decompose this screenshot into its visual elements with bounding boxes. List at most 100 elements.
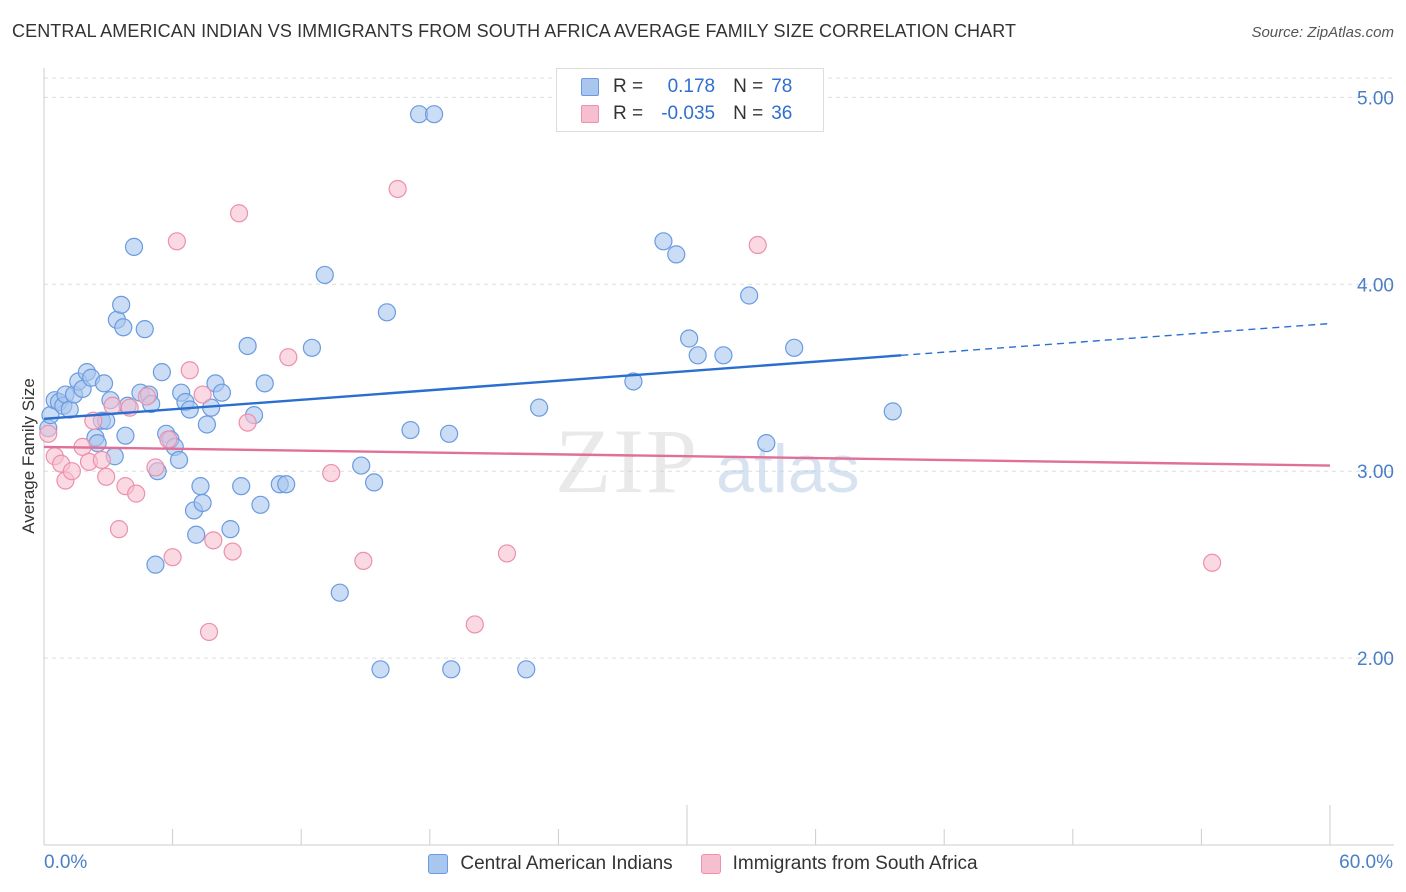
series-label-pink: Immigrants from South Africa bbox=[732, 853, 978, 874]
data-point-blue bbox=[377, 303, 397, 322]
data-point-blue bbox=[442, 660, 461, 679]
data-point-blue bbox=[439, 424, 459, 443]
source-label: Source: ZipAtlas.com bbox=[1251, 24, 1394, 41]
data-point-pink bbox=[465, 615, 484, 634]
data-point-blue bbox=[112, 295, 131, 314]
data-point-blue bbox=[364, 473, 384, 492]
data-point-blue bbox=[124, 237, 144, 257]
data-point-pink bbox=[354, 551, 373, 571]
data-point-blue bbox=[688, 346, 707, 365]
trend-line-blue bbox=[43, 354, 902, 421]
data-point-blue bbox=[212, 383, 231, 402]
data-point-blue bbox=[667, 245, 686, 264]
data-point-pink bbox=[163, 548, 182, 567]
chart-title: CENTRAL AMERICAN INDIAN VS IMMIGRANTS FR… bbox=[12, 21, 1017, 41]
data-point-blue bbox=[517, 660, 536, 679]
data-point-blue bbox=[255, 374, 274, 393]
data-point-blue bbox=[193, 493, 212, 513]
x-tick-label-min: 0.0% bbox=[44, 852, 88, 873]
data-point-pink bbox=[497, 544, 517, 563]
legend-r-value: 0.178 bbox=[667, 76, 716, 97]
data-point-pink bbox=[238, 413, 257, 432]
data-point-pink bbox=[39, 424, 58, 443]
data-point-blue bbox=[624, 372, 643, 391]
data-point-blue bbox=[238, 336, 257, 356]
legend-row-blue: R = 0.178 N = 78 bbox=[581, 74, 792, 100]
y-tick-label: 5.00 bbox=[1357, 88, 1394, 109]
watermark: ZIP atlas bbox=[555, 410, 860, 512]
data-point-blue bbox=[654, 232, 673, 251]
series-swatch-pink bbox=[700, 854, 721, 874]
series-label-blue: Central American Indians bbox=[460, 853, 673, 874]
data-point-pink bbox=[279, 348, 298, 367]
data-point-pink bbox=[229, 204, 249, 223]
data-point-blue bbox=[302, 338, 322, 357]
data-point-pink bbox=[388, 179, 407, 199]
data-point-pink bbox=[97, 467, 116, 486]
data-point-pink bbox=[137, 387, 156, 406]
data-point-blue bbox=[169, 450, 189, 470]
data-point-blue bbox=[883, 402, 902, 421]
legend-r-label: R = bbox=[613, 103, 644, 124]
data-point-pink bbox=[223, 542, 242, 561]
series-legend-item-pink: Immigrants from South Africa bbox=[700, 853, 978, 875]
data-point-blue bbox=[191, 477, 210, 496]
y-tick-labels: 2.00 3.00 4.00 5.00 bbox=[1357, 88, 1394, 670]
legend-n-value: 78 bbox=[771, 76, 793, 97]
y-tick-label: 2.00 bbox=[1357, 649, 1394, 670]
data-point-blue bbox=[88, 434, 107, 453]
data-point-blue bbox=[221, 520, 240, 539]
data-point-blue bbox=[146, 555, 165, 574]
data-point-pink bbox=[92, 450, 111, 470]
y-tick-label: 3.00 bbox=[1357, 462, 1394, 483]
watermark-zip: ZIP bbox=[555, 410, 699, 512]
data-point-blue bbox=[152, 363, 171, 382]
data-point-blue bbox=[251, 495, 270, 514]
series-swatch-blue bbox=[428, 854, 449, 874]
data-point-blue bbox=[277, 475, 296, 494]
data-point-blue bbox=[740, 286, 759, 305]
trend-line-pink bbox=[43, 445, 1331, 467]
data-point-blue bbox=[714, 346, 733, 365]
data-point-blue bbox=[114, 318, 133, 337]
data-point-pink bbox=[146, 458, 165, 477]
legend-r-value: -0.035 bbox=[661, 103, 716, 124]
series-legend-item-blue: Central American Indians bbox=[428, 853, 673, 875]
data-point-blue bbox=[785, 338, 804, 357]
correlation-legend: R = 0.178 N = 78 R = -0.035 N = 36 bbox=[556, 68, 824, 132]
watermark-atlas: atlas bbox=[716, 431, 860, 507]
data-point-blue bbox=[315, 265, 334, 285]
data-point-pink bbox=[159, 430, 178, 449]
data-point-pink bbox=[109, 520, 129, 539]
data-point-pink bbox=[62, 462, 81, 481]
series-legend: Central American Indians Immigrants from… bbox=[0, 852, 1406, 876]
data-point-pink bbox=[180, 361, 199, 380]
data-point-pink bbox=[1203, 553, 1222, 572]
data-point-blue bbox=[757, 434, 776, 453]
y-tick-label: 4.00 bbox=[1357, 275, 1394, 296]
legend-n-label: N = bbox=[733, 76, 764, 97]
data-point-blue bbox=[197, 415, 216, 434]
data-point-pink bbox=[199, 622, 219, 642]
data-point-blue bbox=[94, 374, 114, 393]
legend-n-value: 36 bbox=[771, 103, 793, 124]
data-point-pink bbox=[167, 232, 186, 251]
data-point-blue bbox=[135, 320, 154, 339]
data-point-blue bbox=[680, 329, 699, 348]
data-point-pink bbox=[103, 396, 122, 415]
data-point-blue bbox=[401, 420, 420, 440]
data-point-blue bbox=[371, 660, 390, 679]
axes bbox=[43, 68, 1394, 846]
data-point-blue bbox=[352, 456, 371, 475]
data-point-pink bbox=[204, 531, 223, 550]
data-point-blue bbox=[116, 426, 135, 445]
data-point-pink bbox=[322, 463, 341, 483]
data-point-pink bbox=[748, 235, 767, 255]
data-point-pink bbox=[127, 484, 146, 503]
legend-swatch-blue bbox=[581, 78, 599, 96]
legend-row-pink: R = -0.035 N = 36 bbox=[581, 101, 792, 127]
data-point-blue bbox=[232, 477, 251, 496]
x-tick-label-max: 60.0% bbox=[1339, 852, 1393, 873]
legend-r-label: R = bbox=[613, 76, 644, 97]
